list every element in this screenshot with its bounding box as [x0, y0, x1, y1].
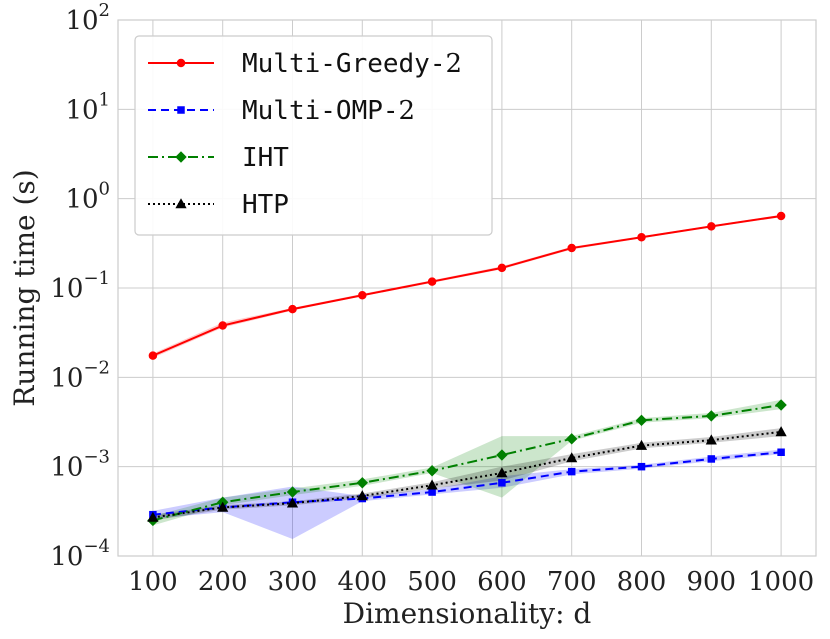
x-tick-label: 700: [547, 567, 597, 597]
x-axis-label: Dimensionality: d: [343, 597, 592, 630]
plot-frame: [117, 19, 817, 557]
legend-marker: [175, 151, 187, 163]
data-point: [288, 304, 297, 314]
y-axis-label: Running time (s): [8, 169, 41, 406]
legend-box: [134, 35, 493, 236]
x-tick-label: 800: [617, 567, 667, 597]
y-tick-label: 102: [65, 0, 110, 36]
data-point: [148, 351, 158, 360]
data-point: [776, 211, 786, 221]
data-point: [356, 477, 369, 489]
data-point: [637, 462, 646, 471]
confidence-band-1: [152, 449, 782, 539]
series-markers: [147, 211, 787, 527]
data-point: [286, 497, 299, 508]
data-point: [637, 232, 646, 242]
series-line-3: [152, 430, 782, 519]
y-tick-label: 10−4: [50, 536, 110, 572]
series-line-2: [152, 404, 782, 522]
legend-entry: Multi-Greedy-2: [242, 49, 462, 79]
y-tick-label: 100: [65, 179, 110, 215]
data-point: [497, 263, 507, 273]
data-point: [428, 488, 436, 496]
data-point: [777, 448, 785, 457]
x-tick-label: 1000: [748, 567, 814, 597]
x-tick-label: 900: [686, 567, 736, 597]
data-point: [498, 479, 506, 487]
y-tick-label: 10−2: [50, 357, 110, 393]
legend-entry: Multi-OMP-2: [242, 96, 415, 126]
x-tick-label: 600: [477, 567, 527, 597]
confidence-band-0: [152, 214, 782, 358]
y-tick-label: 10−3: [50, 447, 110, 483]
x-tick-label: 200: [198, 567, 248, 597]
x-tick-label: 500: [407, 567, 457, 597]
legend-marker: [176, 58, 186, 68]
legend-marker: [177, 106, 185, 114]
legend-entry: IHT: [242, 143, 289, 173]
data-point: [358, 290, 367, 300]
data-point: [147, 511, 159, 522]
data-point: [426, 465, 438, 477]
y-tick-label: 101: [65, 89, 110, 125]
data-point: [707, 222, 716, 231]
x-axis-ticks: 100 200 300 400 500 600 700 800 900 1000: [128, 567, 814, 597]
data-point: [567, 467, 576, 476]
confidence-band-3: [152, 428, 782, 521]
data-point: [565, 433, 578, 445]
data-point: [218, 321, 227, 330]
data-point: [496, 449, 508, 461]
legend: Multi-Greedy-2 Multi-OMP-2 IHT HTP: [134, 35, 493, 236]
data-point: [566, 452, 578, 463]
confidence-bands: [152, 214, 782, 539]
data-point: [705, 434, 717, 445]
data-point: [635, 439, 648, 450]
data-point: [286, 486, 299, 498]
legend-entry: HTP: [242, 190, 289, 220]
y-axis-ticks: 10−4 10−3 10−2 10−1 100 101 102: [50, 0, 110, 572]
data-point: [426, 479, 438, 490]
data-point: [775, 399, 787, 411]
x-tick-label: 100: [128, 567, 178, 597]
data-point: [775, 426, 787, 437]
data-point: [496, 467, 508, 478]
data-point: [705, 410, 718, 422]
data-point: [217, 501, 229, 512]
data-point: [356, 490, 368, 501]
legend-marker: [175, 198, 187, 209]
data-point: [707, 455, 716, 463]
series-lines: [152, 214, 782, 522]
x-tick-label: 400: [337, 567, 387, 597]
y-tick-label: 10−1: [50, 268, 110, 304]
data-point: [635, 414, 648, 427]
confidence-band-2: [152, 399, 782, 526]
x-tick-label: 300: [268, 567, 318, 597]
data-point: [567, 243, 576, 253]
series-line-0: [152, 214, 782, 357]
data-point: [427, 277, 437, 286]
